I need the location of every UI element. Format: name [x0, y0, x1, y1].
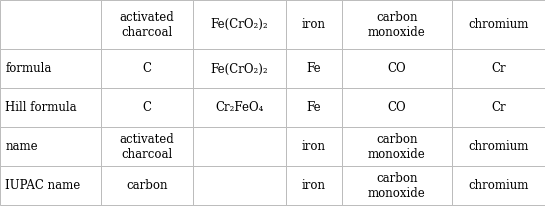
Bar — [286, 89, 342, 127]
Bar — [100, 127, 193, 166]
Bar — [342, 0, 452, 49]
Text: activated
charcoal: activated charcoal — [119, 133, 174, 161]
Text: Fe: Fe — [306, 62, 321, 75]
Text: Fe: Fe — [306, 102, 321, 114]
Text: carbon
monoxide: carbon monoxide — [368, 133, 426, 161]
Bar — [0, 127, 100, 166]
Text: activated
charcoal: activated charcoal — [119, 11, 174, 39]
Bar — [193, 166, 286, 205]
Text: carbon: carbon — [126, 179, 168, 192]
Text: C: C — [142, 62, 152, 75]
Bar — [286, 166, 342, 205]
Text: iron: iron — [302, 179, 326, 192]
Bar — [0, 89, 100, 127]
Bar — [286, 0, 342, 49]
Bar — [100, 0, 193, 49]
Text: Cr₂FeO₄: Cr₂FeO₄ — [215, 102, 264, 114]
Bar — [100, 166, 193, 205]
Bar — [193, 49, 286, 89]
Bar — [286, 49, 342, 89]
Text: iron: iron — [302, 18, 326, 31]
Bar — [193, 0, 286, 49]
Text: C: C — [142, 102, 152, 114]
Text: chromium: chromium — [469, 140, 529, 153]
Text: CO: CO — [387, 102, 406, 114]
Bar — [342, 49, 452, 89]
Bar — [100, 49, 193, 89]
Text: IUPAC name: IUPAC name — [5, 179, 81, 192]
Bar — [342, 166, 452, 205]
Bar — [452, 89, 545, 127]
Bar — [342, 127, 452, 166]
Text: Fe(CrO₂)₂: Fe(CrO₂)₂ — [211, 18, 268, 31]
Bar — [0, 0, 100, 49]
Text: Hill formula: Hill formula — [5, 102, 77, 114]
Text: carbon
monoxide: carbon monoxide — [368, 11, 426, 39]
Bar — [0, 49, 100, 89]
Text: iron: iron — [302, 140, 326, 153]
Text: Fe(CrO₂)₂: Fe(CrO₂)₂ — [211, 62, 268, 75]
Bar — [100, 89, 193, 127]
Text: Cr: Cr — [492, 102, 506, 114]
Bar — [452, 127, 545, 166]
Text: name: name — [5, 140, 38, 153]
Bar — [286, 127, 342, 166]
Bar — [452, 166, 545, 205]
Text: carbon
monoxide: carbon monoxide — [368, 172, 426, 200]
Text: formula: formula — [5, 62, 52, 75]
Bar — [193, 127, 286, 166]
Text: chromium: chromium — [469, 18, 529, 31]
Bar — [452, 49, 545, 89]
Bar — [342, 89, 452, 127]
Text: CO: CO — [387, 62, 406, 75]
Bar — [193, 89, 286, 127]
Bar — [452, 0, 545, 49]
Bar — [0, 166, 100, 205]
Text: Cr: Cr — [492, 62, 506, 75]
Text: chromium: chromium — [469, 179, 529, 192]
